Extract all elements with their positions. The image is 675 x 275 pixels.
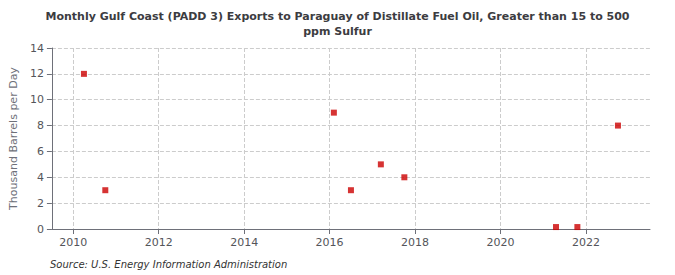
svg-text:4: 4 <box>37 171 44 184</box>
svg-text:2018: 2018 <box>401 236 429 249</box>
svg-text:10: 10 <box>30 93 44 106</box>
svg-text:2016: 2016 <box>316 236 344 249</box>
svg-text:0: 0 <box>37 223 44 236</box>
svg-text:14: 14 <box>30 42 44 55</box>
svg-text:ppm Sulfur: ppm Sulfur <box>303 25 372 38</box>
svg-text:2012: 2012 <box>145 236 173 249</box>
svg-text:Source: U.S. Energy Informatio: Source: U.S. Energy Information Administ… <box>50 259 287 270</box>
svg-text:2: 2 <box>37 197 44 210</box>
svg-text:2020: 2020 <box>486 236 514 249</box>
svg-text:8: 8 <box>37 119 44 132</box>
svg-text:2014: 2014 <box>230 236 258 249</box>
svg-text:2010: 2010 <box>59 236 87 249</box>
svg-text:2022: 2022 <box>572 236 600 249</box>
svg-text:Monthly Gulf Coast (PADD 3) Ex: Monthly Gulf Coast (PADD 3) Exports to P… <box>45 10 629 23</box>
svg-text:6: 6 <box>37 145 44 158</box>
svg-text:Thousand Barrels per Day: Thousand Barrels per Day <box>7 67 20 211</box>
svg-text:12: 12 <box>30 67 44 80</box>
